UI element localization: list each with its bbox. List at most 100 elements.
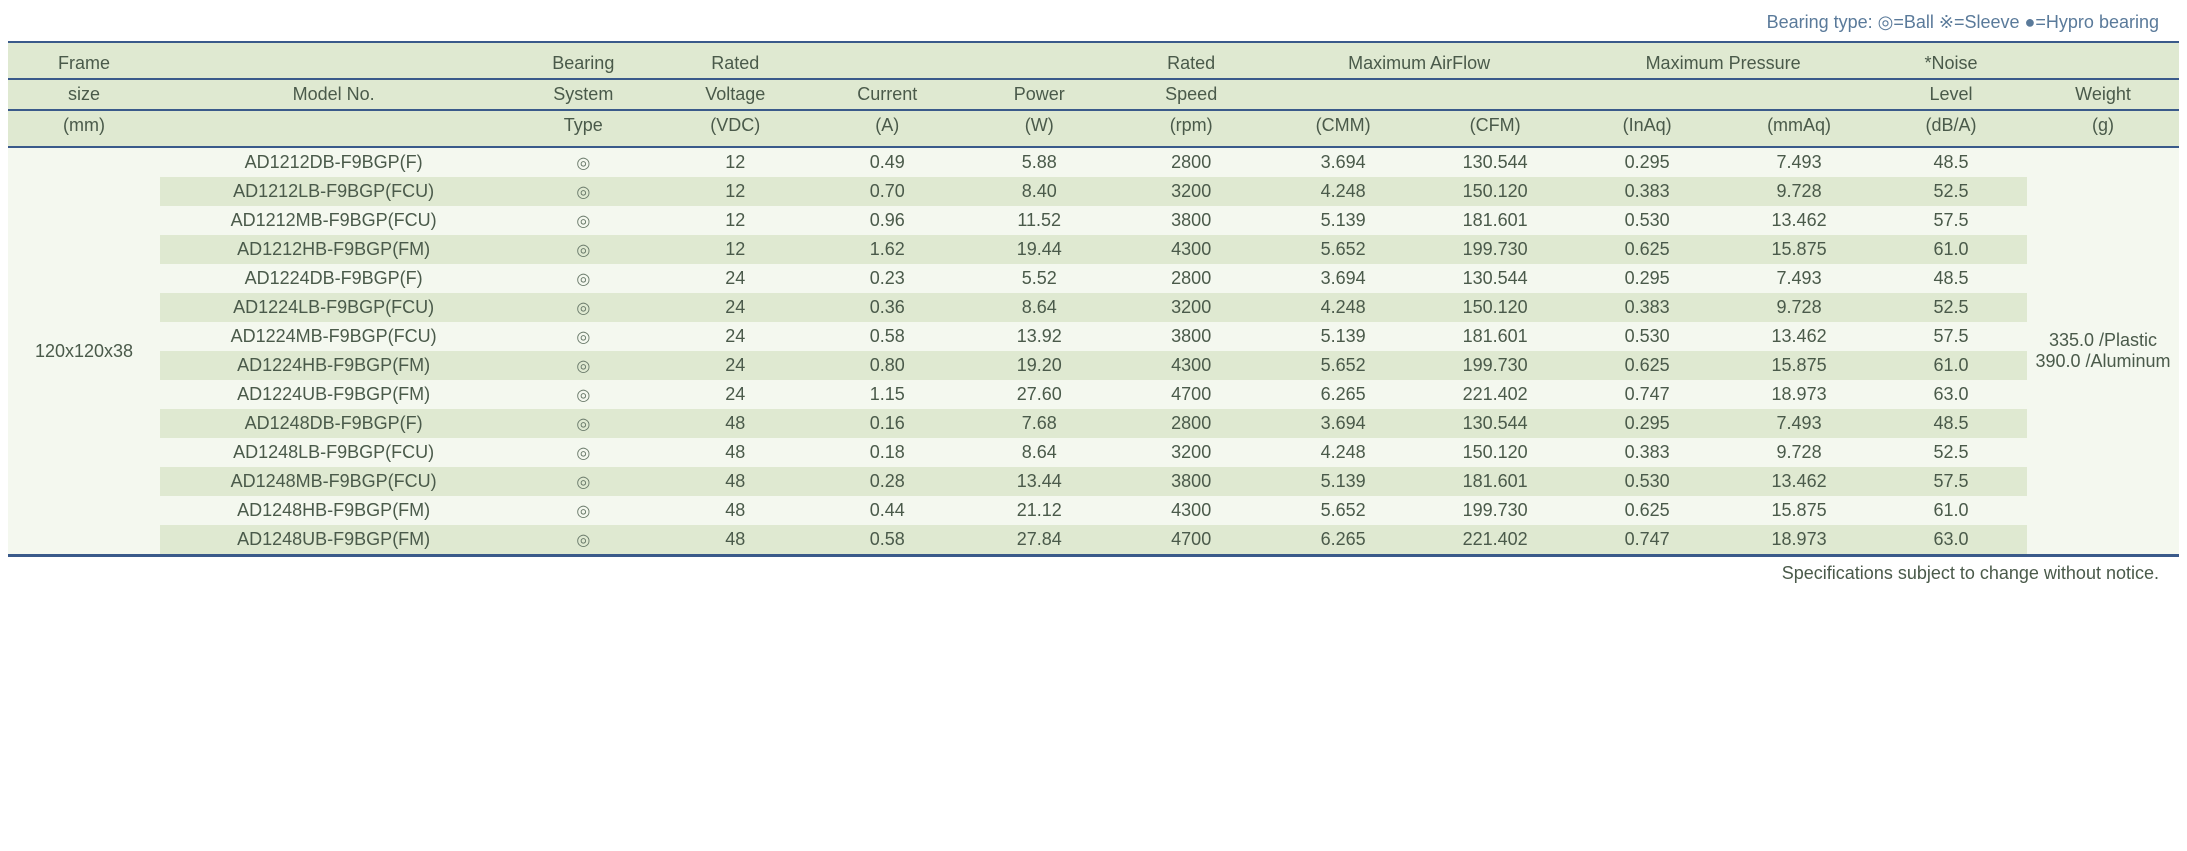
hdr-weight-0 bbox=[2027, 42, 2179, 79]
inaq-cell: 0.530 bbox=[1571, 206, 1723, 235]
current-cell: 0.16 bbox=[811, 409, 963, 438]
model-cell: AD1224MB-F9BGP(FCU) bbox=[160, 322, 507, 351]
table-body: 120x120x38AD1212DB-F9BGP(F)◎120.495.8828… bbox=[8, 147, 2179, 556]
table-row: 120x120x38AD1212DB-F9BGP(F)◎120.495.8828… bbox=[8, 147, 2179, 177]
hdr-frame-2: (mm) bbox=[8, 110, 160, 147]
power-cell: 13.92 bbox=[963, 322, 1115, 351]
current-cell: 1.62 bbox=[811, 235, 963, 264]
noise-cell: 48.5 bbox=[1875, 147, 2027, 177]
mmaq-cell: 9.728 bbox=[1723, 177, 1875, 206]
mmaq-cell: 13.462 bbox=[1723, 206, 1875, 235]
speed-cell: 2800 bbox=[1115, 264, 1267, 293]
inaq-cell: 0.295 bbox=[1571, 409, 1723, 438]
speed-cell: 2800 bbox=[1115, 409, 1267, 438]
current-cell: 0.96 bbox=[811, 206, 963, 235]
hdr-current-2: (A) bbox=[811, 110, 963, 147]
hdr-noise-1: Level bbox=[1875, 79, 2027, 110]
cmm-cell: 6.265 bbox=[1267, 380, 1419, 409]
hdr-bearing-1: System bbox=[507, 79, 659, 110]
hdr-model-0 bbox=[160, 42, 507, 79]
hdr-model-2 bbox=[160, 110, 507, 147]
hdr-pressure-spacer bbox=[1571, 79, 1875, 110]
hdr-weight-2: (g) bbox=[2027, 110, 2179, 147]
power-cell: 19.20 bbox=[963, 351, 1115, 380]
voltage-cell: 24 bbox=[659, 264, 811, 293]
current-cell: 0.58 bbox=[811, 525, 963, 556]
inaq-cell: 0.747 bbox=[1571, 525, 1723, 556]
bearing-cell: ◎ bbox=[507, 380, 659, 409]
cmm-cell: 3.694 bbox=[1267, 409, 1419, 438]
power-cell: 8.40 bbox=[963, 177, 1115, 206]
cfm-cell: 199.730 bbox=[1419, 351, 1571, 380]
current-cell: 0.28 bbox=[811, 467, 963, 496]
noise-cell: 61.0 bbox=[1875, 235, 2027, 264]
noise-cell: 57.5 bbox=[1875, 322, 2027, 351]
voltage-cell: 12 bbox=[659, 206, 811, 235]
bearing-cell: ◎ bbox=[507, 322, 659, 351]
hdr-bearing-0: Bearing bbox=[507, 42, 659, 79]
mmaq-cell: 15.875 bbox=[1723, 235, 1875, 264]
voltage-cell: 48 bbox=[659, 409, 811, 438]
current-cell: 0.49 bbox=[811, 147, 963, 177]
cmm-cell: 4.248 bbox=[1267, 293, 1419, 322]
bearing-cell: ◎ bbox=[507, 467, 659, 496]
model-cell: AD1248MB-F9BGP(FCU) bbox=[160, 467, 507, 496]
table-row: AD1248UB-F9BGP(FM)◎480.5827.8447006.2652… bbox=[8, 525, 2179, 556]
bearing-cell: ◎ bbox=[507, 438, 659, 467]
cmm-cell: 5.139 bbox=[1267, 322, 1419, 351]
table-row: AD1224LB-F9BGP(FCU)◎240.368.6432004.2481… bbox=[8, 293, 2179, 322]
noise-cell: 61.0 bbox=[1875, 351, 2027, 380]
power-cell: 8.64 bbox=[963, 293, 1115, 322]
speed-cell: 3800 bbox=[1115, 322, 1267, 351]
model-cell: AD1248UB-F9BGP(FM) bbox=[160, 525, 507, 556]
cfm-cell: 181.601 bbox=[1419, 467, 1571, 496]
footer-note: Specifications subject to change without… bbox=[8, 557, 2179, 584]
inaq-cell: 0.383 bbox=[1571, 438, 1723, 467]
model-cell: AD1248HB-F9BGP(FM) bbox=[160, 496, 507, 525]
hdr-speed-0: Rated bbox=[1115, 42, 1267, 79]
table-row: AD1224HB-F9BGP(FM)◎240.8019.2043005.6521… bbox=[8, 351, 2179, 380]
hdr-model-1: Model No. bbox=[160, 79, 507, 110]
bearing-cell: ◎ bbox=[507, 351, 659, 380]
cfm-cell: 130.544 bbox=[1419, 264, 1571, 293]
noise-cell: 52.5 bbox=[1875, 293, 2027, 322]
mmaq-cell: 15.875 bbox=[1723, 496, 1875, 525]
cmm-cell: 4.248 bbox=[1267, 177, 1419, 206]
speed-cell: 2800 bbox=[1115, 147, 1267, 177]
hdr-mmaq: (mmAq) bbox=[1723, 110, 1875, 147]
table-row: AD1224UB-F9BGP(FM)◎241.1527.6047006.2652… bbox=[8, 380, 2179, 409]
hdr-voltage-2: (VDC) bbox=[659, 110, 811, 147]
inaq-cell: 0.530 bbox=[1571, 322, 1723, 351]
hdr-cfm: (CFM) bbox=[1419, 110, 1571, 147]
voltage-cell: 48 bbox=[659, 496, 811, 525]
table-row: AD1248HB-F9BGP(FM)◎480.4421.1243005.6521… bbox=[8, 496, 2179, 525]
model-cell: AD1212HB-F9BGP(FM) bbox=[160, 235, 507, 264]
current-cell: 0.70 bbox=[811, 177, 963, 206]
model-cell: AD1224LB-F9BGP(FCU) bbox=[160, 293, 507, 322]
speed-cell: 4700 bbox=[1115, 380, 1267, 409]
noise-cell: 48.5 bbox=[1875, 409, 2027, 438]
hdr-voltage-0: Rated bbox=[659, 42, 811, 79]
hdr-noise-0: *Noise bbox=[1875, 42, 2027, 79]
inaq-cell: 0.295 bbox=[1571, 264, 1723, 293]
model-cell: AD1212DB-F9BGP(F) bbox=[160, 147, 507, 177]
mmaq-cell: 9.728 bbox=[1723, 438, 1875, 467]
bearing-cell: ◎ bbox=[507, 264, 659, 293]
cfm-cell: 150.120 bbox=[1419, 438, 1571, 467]
current-cell: 0.44 bbox=[811, 496, 963, 525]
cfm-cell: 181.601 bbox=[1419, 322, 1571, 351]
weight-cell: 335.0 /Plastic 390.0 /Aluminum bbox=[2027, 147, 2179, 556]
power-cell: 13.44 bbox=[963, 467, 1115, 496]
inaq-cell: 0.295 bbox=[1571, 147, 1723, 177]
bearing-cell: ◎ bbox=[507, 496, 659, 525]
model-cell: AD1224UB-F9BGP(FM) bbox=[160, 380, 507, 409]
spec-table: Frame Bearing Rated Rated Maximum AirFlo… bbox=[8, 41, 2179, 557]
table-row: AD1212HB-F9BGP(FM)◎121.6219.4443005.6521… bbox=[8, 235, 2179, 264]
hdr-voltage-1: Voltage bbox=[659, 79, 811, 110]
bearing-legend: Bearing type: ◎=Ball ※=Sleeve ●=Hypro be… bbox=[8, 8, 2179, 41]
mmaq-cell: 18.973 bbox=[1723, 525, 1875, 556]
noise-cell: 63.0 bbox=[1875, 380, 2027, 409]
noise-cell: 52.5 bbox=[1875, 438, 2027, 467]
hdr-frame-0: Frame bbox=[8, 42, 160, 79]
current-cell: 0.18 bbox=[811, 438, 963, 467]
